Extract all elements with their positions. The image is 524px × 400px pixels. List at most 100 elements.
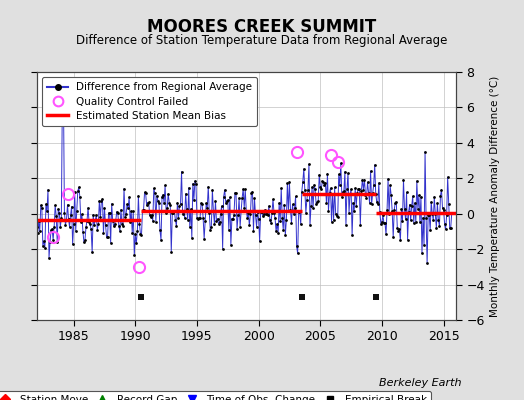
Point bbox=[155, 200, 163, 206]
Point bbox=[381, 220, 389, 226]
Point bbox=[256, 209, 265, 215]
Point bbox=[183, 216, 192, 223]
Point bbox=[158, 194, 166, 200]
Point bbox=[39, 242, 47, 249]
Point bbox=[297, 221, 305, 228]
Point bbox=[396, 237, 405, 244]
Point bbox=[221, 187, 229, 193]
Point bbox=[196, 215, 204, 221]
Point bbox=[115, 223, 123, 230]
Point bbox=[50, 224, 58, 230]
Point bbox=[67, 212, 75, 218]
Point bbox=[199, 215, 208, 221]
Point bbox=[48, 226, 56, 232]
Point bbox=[107, 200, 116, 207]
Point bbox=[99, 230, 107, 237]
Point bbox=[79, 228, 87, 235]
Point bbox=[263, 210, 271, 217]
Point bbox=[283, 180, 291, 186]
Point bbox=[214, 220, 223, 227]
Point bbox=[377, 221, 385, 227]
Point bbox=[421, 148, 429, 155]
Point bbox=[157, 237, 165, 243]
Point bbox=[173, 199, 182, 206]
Point bbox=[146, 212, 154, 218]
Point bbox=[66, 224, 74, 230]
Point bbox=[217, 203, 226, 209]
Point bbox=[287, 220, 296, 226]
Point bbox=[402, 189, 411, 196]
Point bbox=[133, 228, 141, 234]
Point bbox=[282, 217, 290, 223]
Point bbox=[312, 201, 320, 207]
Point bbox=[266, 217, 274, 223]
Point bbox=[398, 218, 407, 224]
Point bbox=[356, 222, 365, 228]
Point bbox=[241, 186, 249, 192]
Point bbox=[234, 212, 242, 218]
Point bbox=[174, 214, 183, 221]
Point bbox=[73, 188, 82, 194]
Point bbox=[318, 178, 326, 184]
Point bbox=[394, 227, 402, 234]
Point bbox=[446, 224, 455, 231]
Point bbox=[291, 193, 300, 200]
Point bbox=[342, 222, 350, 228]
Point bbox=[358, 176, 367, 183]
Point bbox=[144, 199, 152, 206]
Point bbox=[242, 208, 250, 214]
Point bbox=[139, 207, 148, 213]
Point bbox=[95, 198, 104, 204]
Point bbox=[187, 206, 195, 212]
Point bbox=[171, 216, 180, 223]
Point bbox=[427, 199, 435, 205]
Point bbox=[176, 203, 184, 209]
Point bbox=[304, 187, 312, 193]
Point bbox=[96, 214, 105, 221]
Point bbox=[412, 178, 421, 184]
Point bbox=[369, 182, 378, 188]
Point bbox=[230, 212, 238, 219]
Point bbox=[169, 210, 178, 216]
Point bbox=[224, 197, 232, 203]
Point bbox=[118, 221, 126, 228]
Point bbox=[208, 186, 216, 193]
Point bbox=[366, 168, 375, 174]
Point bbox=[430, 194, 439, 200]
Point bbox=[278, 215, 287, 221]
Point bbox=[405, 209, 413, 215]
Point bbox=[426, 227, 434, 234]
Point bbox=[367, 201, 376, 207]
Point bbox=[179, 208, 188, 214]
Point bbox=[261, 210, 270, 217]
Point bbox=[156, 227, 164, 234]
Point bbox=[57, 215, 66, 222]
Point bbox=[384, 176, 392, 182]
Point bbox=[32, 224, 41, 230]
Point bbox=[351, 185, 359, 192]
Point bbox=[431, 211, 440, 218]
Point bbox=[104, 210, 113, 216]
Point bbox=[298, 189, 306, 195]
Point bbox=[364, 190, 373, 196]
Point bbox=[204, 183, 212, 190]
Point bbox=[181, 190, 190, 197]
Point bbox=[192, 181, 200, 188]
Point bbox=[392, 198, 400, 205]
Point bbox=[40, 238, 48, 244]
Point bbox=[267, 220, 275, 226]
Point bbox=[401, 216, 410, 222]
Point bbox=[299, 178, 307, 185]
Point bbox=[120, 185, 128, 192]
Point bbox=[313, 199, 321, 206]
Point bbox=[422, 214, 430, 221]
Point bbox=[296, 208, 304, 214]
Point bbox=[238, 194, 246, 201]
Point bbox=[164, 190, 172, 197]
Point bbox=[336, 160, 345, 166]
Point bbox=[85, 219, 93, 226]
Point bbox=[286, 206, 294, 213]
Point bbox=[180, 215, 189, 221]
Point bbox=[440, 220, 449, 227]
Point bbox=[249, 227, 258, 234]
